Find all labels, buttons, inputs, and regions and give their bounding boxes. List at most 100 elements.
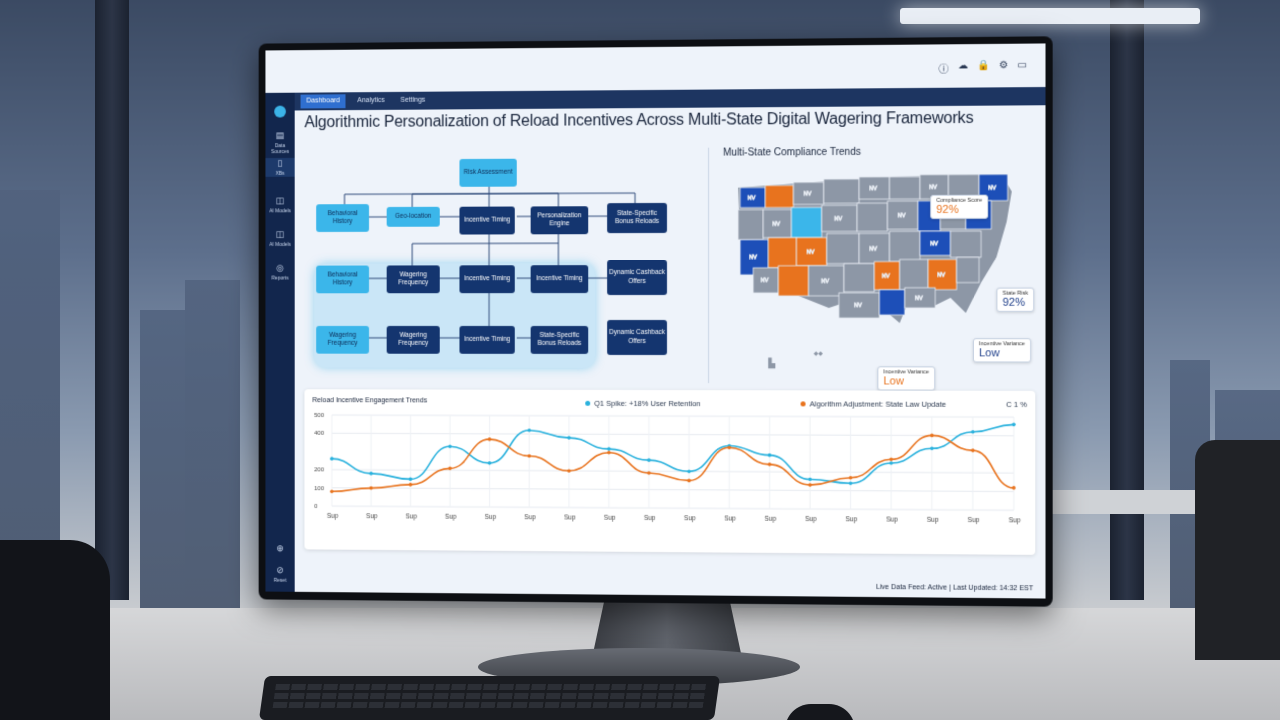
data-point[interactable] <box>930 434 934 438</box>
map-state-label: NV <box>804 191 812 197</box>
data-point[interactable] <box>330 457 334 461</box>
flow-node[interactable]: Dynamic Cashback Offers <box>607 320 667 355</box>
x-tick-label: Sup <box>886 516 898 523</box>
x-tick-label: Sup <box>524 514 536 521</box>
sidebar-reset[interactable]: ⊘ Reset <box>265 565 294 584</box>
data-point[interactable] <box>488 437 492 441</box>
data-point[interactable] <box>369 472 373 476</box>
data-point[interactable] <box>527 454 531 458</box>
data-point[interactable] <box>849 481 853 485</box>
flow-node[interactable]: Incentive Timing <box>459 326 514 354</box>
data-point[interactable] <box>607 451 611 455</box>
sidebar-item-xbs[interactable]: ▯ XBs <box>265 158 294 177</box>
map-state-region[interactable] <box>844 264 874 292</box>
tab-analytics[interactable]: Analytics <box>351 94 390 108</box>
flow-node-risk-assessment[interactable]: Risk Assessment <box>459 159 516 187</box>
data-point[interactable] <box>1012 423 1016 427</box>
data-point[interactable] <box>409 477 413 481</box>
map-state-region[interactable] <box>900 259 928 289</box>
map-state-label: NV <box>748 196 756 202</box>
map-state-region[interactable] <box>951 231 982 257</box>
line-chart[interactable]: 0 100 200 400 500 Sup Sup Sup Sup Sup Sup Sup Sup Sup… <box>304 389 1035 555</box>
data-point[interactable] <box>607 447 611 451</box>
sidebar-item-ai-models[interactable]: ◫ AI Models <box>265 195 294 214</box>
data-point[interactable] <box>488 461 492 465</box>
tab-settings[interactable]: Settings <box>395 94 432 108</box>
flow-node[interactable]: Dynamic Cashback Offers <box>607 260 667 295</box>
sidebar-item-reports[interactable]: ◎ Reports <box>265 263 294 282</box>
data-point[interactable] <box>727 446 731 450</box>
flow-node[interactable]: State-Specific Bonus Reloads <box>531 326 589 354</box>
data-point[interactable] <box>527 428 531 432</box>
data-point[interactable] <box>369 486 373 490</box>
flow-node[interactable]: Wagering Frequency <box>387 326 440 354</box>
data-point[interactable] <box>1012 486 1016 490</box>
flow-node[interactable]: Incentive Timing <box>459 207 514 235</box>
data-point[interactable] <box>849 476 853 480</box>
data-point[interactable] <box>768 453 772 457</box>
data-point[interactable] <box>448 445 452 449</box>
data-point[interactable] <box>409 483 413 487</box>
hawaii-label: ◆◆ <box>814 351 824 357</box>
tab-dashboard[interactable]: Dashboard <box>301 94 346 108</box>
data-point[interactable] <box>971 430 975 434</box>
flow-node[interactable]: Wagering Frequency <box>387 265 440 293</box>
map-state-region[interactable] <box>768 238 796 268</box>
y-tick-label: 100 <box>314 486 324 492</box>
data-point[interactable] <box>330 490 334 494</box>
engagement-trends-chart: Reload Incentive Engagement Trends Q1 Sp… <box>304 389 1035 555</box>
map-state-region[interactable] <box>957 257 979 282</box>
sidebar-item-data-sources[interactable]: ▤ Data Sources <box>265 130 294 155</box>
map-state-region[interactable] <box>791 207 821 237</box>
model-icon: ◫ <box>265 229 294 240</box>
reset-icon: ⊘ <box>265 565 294 576</box>
map-state-region[interactable] <box>778 266 808 296</box>
data-point[interactable] <box>808 483 812 487</box>
map-state-region[interactable] <box>890 231 920 261</box>
window-icon[interactable]: ▭ <box>1017 60 1027 75</box>
data-point[interactable] <box>808 478 812 482</box>
flow-node[interactable]: State-Specific Bonus Reloads <box>607 203 667 233</box>
flow-node[interactable]: Behavioral History <box>316 204 369 232</box>
flow-node[interactable]: Behavioral History <box>316 266 369 294</box>
data-point[interactable] <box>647 458 651 462</box>
grid-line <box>332 433 1014 436</box>
data-point[interactable] <box>889 461 893 465</box>
map-state-region[interactable] <box>879 290 904 315</box>
flow-node[interactable]: Wagering Frequency <box>316 326 369 354</box>
data-point[interactable] <box>687 479 691 483</box>
data-point[interactable] <box>889 458 893 462</box>
office-chair <box>0 540 110 720</box>
settings-icon[interactable]: ⚙ <box>999 60 1008 75</box>
map-state-region[interactable] <box>765 185 793 207</box>
map-state-region[interactable] <box>738 210 763 240</box>
flowchart: Risk Assessment Behavioral History Geo-l… <box>304 148 705 378</box>
data-point[interactable] <box>448 467 452 471</box>
flow-node[interactable]: Incentive Timing <box>459 265 514 293</box>
data-point[interactable] <box>567 436 571 440</box>
flow-node[interactable]: Personalization Engine <box>531 206 589 234</box>
flow-node[interactable]: Incentive Timing <box>531 265 589 293</box>
map-state-region[interactable] <box>890 177 920 199</box>
list-icon: ▯ <box>265 158 294 169</box>
cloud-icon[interactable]: ☁ <box>958 60 968 75</box>
lock-icon[interactable]: 🔒 <box>977 60 990 75</box>
map-state-region[interactable] <box>827 233 859 263</box>
x-tick-label: Sup <box>765 516 777 523</box>
flow-node[interactable]: Geo-location <box>387 207 440 227</box>
monitor: ⓘ ☁ 🔒 ⚙ ▭ ▤ Data Sources ▯ XBs ◫ AI Models ◫… <box>259 36 1053 606</box>
map-state-region[interactable] <box>824 179 859 203</box>
data-point[interactable] <box>647 471 651 475</box>
map-state-region[interactable] <box>857 203 887 231</box>
info-icon[interactable]: ⓘ <box>938 60 948 75</box>
incentive-variance-callout: Incentive Variance Low <box>973 338 1031 362</box>
data-point[interactable] <box>930 447 934 451</box>
data-point[interactable] <box>768 463 772 467</box>
data-point[interactable] <box>971 449 975 453</box>
series-line-retention[interactable] <box>332 422 1014 484</box>
data-point[interactable] <box>687 470 691 474</box>
sidebar-item-ai-models-2[interactable]: ◫ AI Models <box>265 229 294 248</box>
data-point[interactable] <box>567 469 571 473</box>
series-line-adjustment[interactable] <box>332 433 1014 495</box>
sidebar-help[interactable]: ⊕ <box>265 543 294 554</box>
